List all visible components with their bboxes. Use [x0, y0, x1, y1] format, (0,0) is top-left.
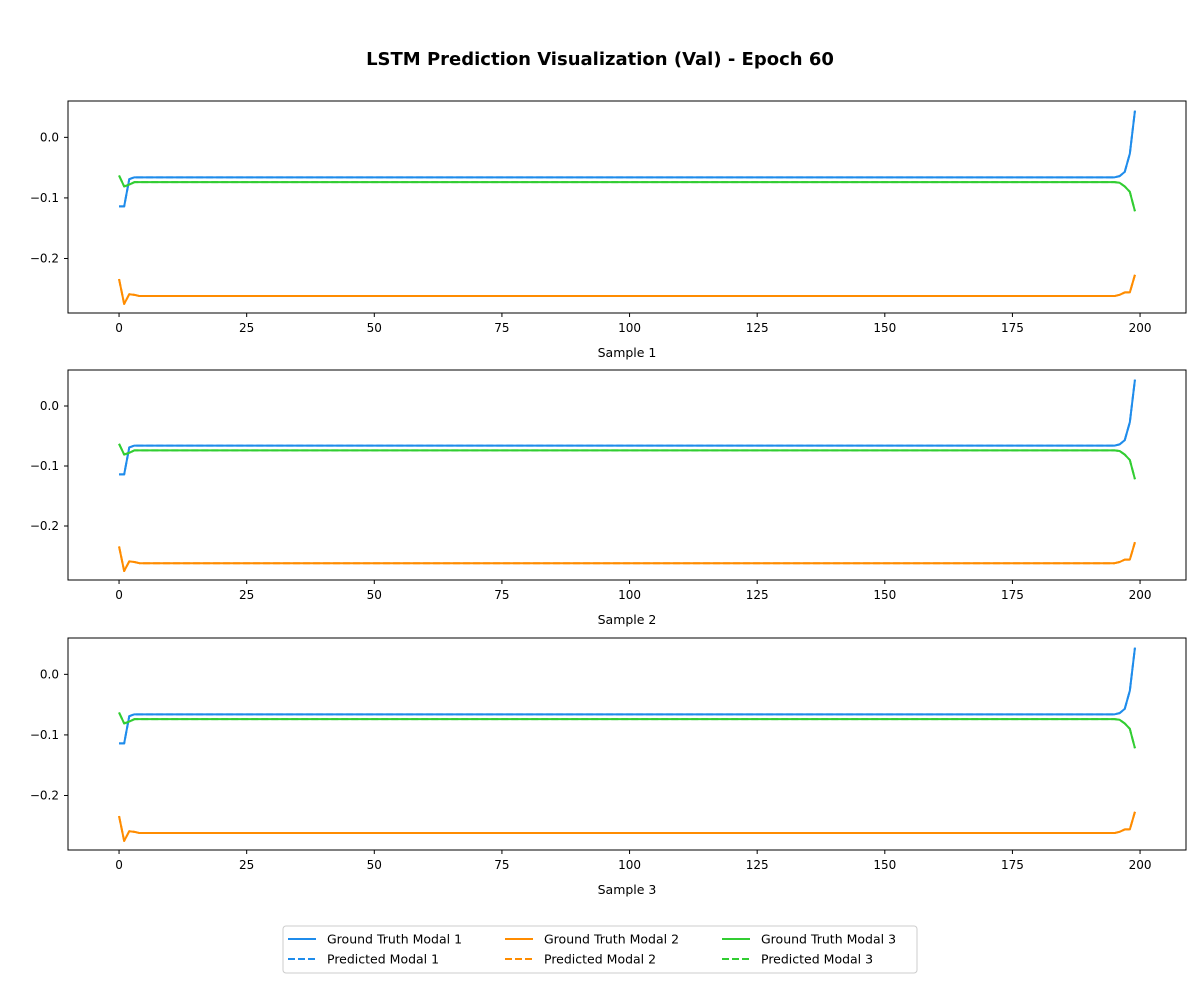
x-tick-label: 125 — [746, 588, 769, 602]
y-tick-label: −0.1 — [30, 459, 59, 473]
series-group — [118, 379, 1136, 572]
legend-label: Ground Truth Modal 2 — [544, 932, 679, 947]
x-tick-label: 25 — [239, 858, 254, 872]
axes-frame — [67, 637, 1187, 851]
x-tick-label: 0 — [115, 321, 123, 335]
y-tick-label: 0.0 — [40, 399, 59, 413]
legend-label: Ground Truth Modal 3 — [761, 932, 896, 947]
series-line-predicted-modal-3 — [118, 443, 1136, 480]
x-tick-label: 0 — [115, 858, 123, 872]
series-line-predicted-modal-1 — [119, 647, 1136, 745]
legend-label: Predicted Modal 3 — [761, 952, 873, 967]
x-tick-label: 25 — [239, 321, 254, 335]
x-tick-label: 25 — [239, 588, 254, 602]
x-tick-label: 100 — [618, 588, 641, 602]
figure-title: LSTM Prediction Visualization (Val) - Ep… — [366, 49, 834, 70]
series-line-predicted-modal-1 — [119, 110, 1136, 208]
axes-frame — [67, 369, 1187, 581]
legend: Ground Truth Modal 1 Predicted Modal 1 Gro… — [282, 925, 918, 974]
x-axis-label: Sample 3 — [598, 882, 657, 897]
subplot-2: 0 25 50 75 100 125 150 175 200 −0.2 −0.1 0.0 Sample … — [30, 369, 1187, 627]
series-line-predicted-modal-2 — [118, 274, 1136, 305]
x-axis-label: Sample 2 — [598, 612, 657, 627]
x-tick-label: 100 — [618, 321, 641, 335]
x-tick-label: 75 — [494, 858, 509, 872]
x-tick-label: 50 — [367, 588, 382, 602]
series-line-predicted-modal-3 — [118, 712, 1136, 749]
x-tick-label: 150 — [873, 588, 896, 602]
legend-label: Predicted Modal 2 — [544, 952, 656, 967]
y-tick-label: 0.0 — [40, 130, 59, 144]
x-tick-label: 200 — [1129, 321, 1152, 335]
legend-label: Ground Truth Modal 1 — [327, 932, 462, 947]
legend-label: Predicted Modal 1 — [327, 952, 439, 967]
y-tick-label: 0.0 — [40, 667, 59, 681]
y-tick-label: −0.2 — [30, 788, 59, 802]
y-tick-label: −0.2 — [30, 251, 59, 265]
x-tick-label: 200 — [1129, 858, 1152, 872]
x-tick-label: 75 — [494, 321, 509, 335]
subplot-1: 0 25 50 75 100 125 150 175 200 −0.2 −0.1 0.0 Sample … — [30, 100, 1187, 360]
x-tick-label: 175 — [1001, 321, 1024, 335]
x-tick-label: 125 — [746, 858, 769, 872]
x-tick-label: 0 — [115, 588, 123, 602]
y-tick-label: −0.1 — [30, 728, 59, 742]
x-tick-label: 50 — [367, 858, 382, 872]
x-tick-label: 175 — [1001, 858, 1024, 872]
x-tick-label: 150 — [873, 858, 896, 872]
x-tick-label: 200 — [1129, 588, 1152, 602]
y-tick-label: −0.2 — [30, 519, 59, 533]
x-tick-label: 150 — [873, 321, 896, 335]
subplots-group: 0 25 50 75 100 125 150 175 200 −0.2 −0.1 0.0 Sample … — [30, 100, 1187, 897]
x-tick-label: 125 — [746, 321, 769, 335]
series-line-predicted-modal-2 — [118, 541, 1136, 572]
x-tick-label: 175 — [1001, 588, 1024, 602]
x-tick-label: 50 — [367, 321, 382, 335]
series-group — [118, 647, 1136, 842]
y-tick-label: −0.1 — [30, 191, 59, 205]
x-tick-label: 75 — [494, 588, 509, 602]
series-line-predicted-modal-3 — [118, 175, 1136, 212]
x-axis-label: Sample 1 — [598, 345, 657, 360]
subplot-3: 0 25 50 75 100 125 150 175 200 −0.2 −0.1 0.0 Sample … — [30, 637, 1187, 897]
series-line-predicted-modal-2 — [118, 811, 1136, 842]
series-line-predicted-modal-1 — [119, 379, 1136, 476]
legend-box — [282, 925, 918, 974]
series-group — [118, 110, 1136, 305]
axes-frame — [67, 100, 1187, 314]
x-tick-label: 100 — [618, 858, 641, 872]
